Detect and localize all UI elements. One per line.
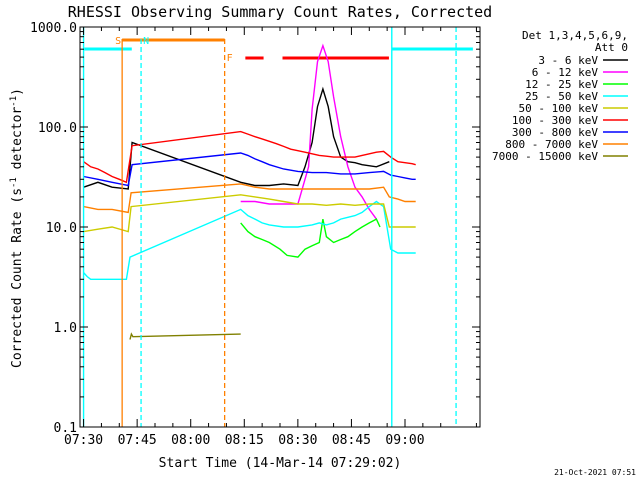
event-label: N (143, 36, 149, 47)
y-axis-label-mid: detector (10, 107, 25, 178)
x-tick-label: 08:00 (171, 433, 210, 448)
series-line (83, 86, 390, 190)
series-line (83, 194, 416, 233)
legend-entry-label: 12 - 25 keV (525, 78, 598, 91)
y-axis-label-sup2: -1 (9, 96, 19, 107)
legend-entry-label: 3 - 6 keV (538, 54, 598, 67)
series-line (129, 332, 241, 340)
legend-entry-label: 7000 - 15000 keV (492, 150, 598, 163)
y-tick-label: 10.0 (46, 221, 77, 236)
x-tick-label: 08:45 (332, 433, 371, 448)
event-markers: S N F (82, 27, 457, 427)
x-tick-label: 07:30 (64, 433, 103, 448)
event-label: F (227, 53, 233, 64)
y-axis-label-end: ) (10, 88, 25, 96)
chart-title: RHESSI Observing Summary Count Rates, Co… (68, 3, 492, 21)
legend-header-line2: Att 0 (595, 41, 628, 54)
footer-timestamp: 21-Oct-2021 07:51 (554, 468, 636, 477)
y-tick-label: 1.0 (54, 321, 77, 336)
legend-entry-label: 25 - 50 keV (525, 90, 598, 103)
x-tick-label: 08:30 (278, 433, 317, 448)
x-tick-label: 07:45 (118, 433, 157, 448)
legend-entry-label: 800 - 7000 keV (505, 138, 598, 151)
y-tick-label: 0.1 (54, 421, 77, 436)
series-line (83, 152, 416, 187)
series-line (83, 183, 416, 214)
legend-entry-label: 6 - 12 keV (532, 66, 599, 79)
x-tick-label: 09:00 (385, 433, 424, 448)
legend-header-line1: Det 1,3,4,5,6,9, (522, 29, 628, 42)
x-tick-label: 08:15 (225, 433, 264, 448)
legend-entry-label: 300 - 800 keV (512, 126, 598, 139)
y-axis-label-main: Corrected Count Rate (s (10, 188, 25, 368)
y-axis-label-sup1: -1 (9, 177, 19, 188)
event-label: S (115, 36, 121, 47)
x-axis-label: Start Time (14-Mar-14 07:29:02) (159, 456, 402, 471)
y-axis-label: Corrected Count Rate (s-1 detector-1) (9, 88, 25, 368)
y-tick-label: 1000.0 (30, 21, 77, 36)
series-line (83, 130, 416, 184)
data-series (83, 43, 416, 340)
legend-entry-label: 100 - 300 keV (512, 114, 598, 127)
legend-entry-label: 50 - 100 keV (519, 102, 599, 115)
series-line (240, 218, 381, 258)
axis-ticks: 07:30 07:45 08:00 08:15 08:30 08:45 09:00 0.1 1.… (30, 21, 480, 448)
series-line (83, 200, 416, 280)
series-line (240, 43, 377, 220)
flag-bars (84, 38, 473, 60)
y-tick-label: 100.0 (38, 121, 77, 136)
